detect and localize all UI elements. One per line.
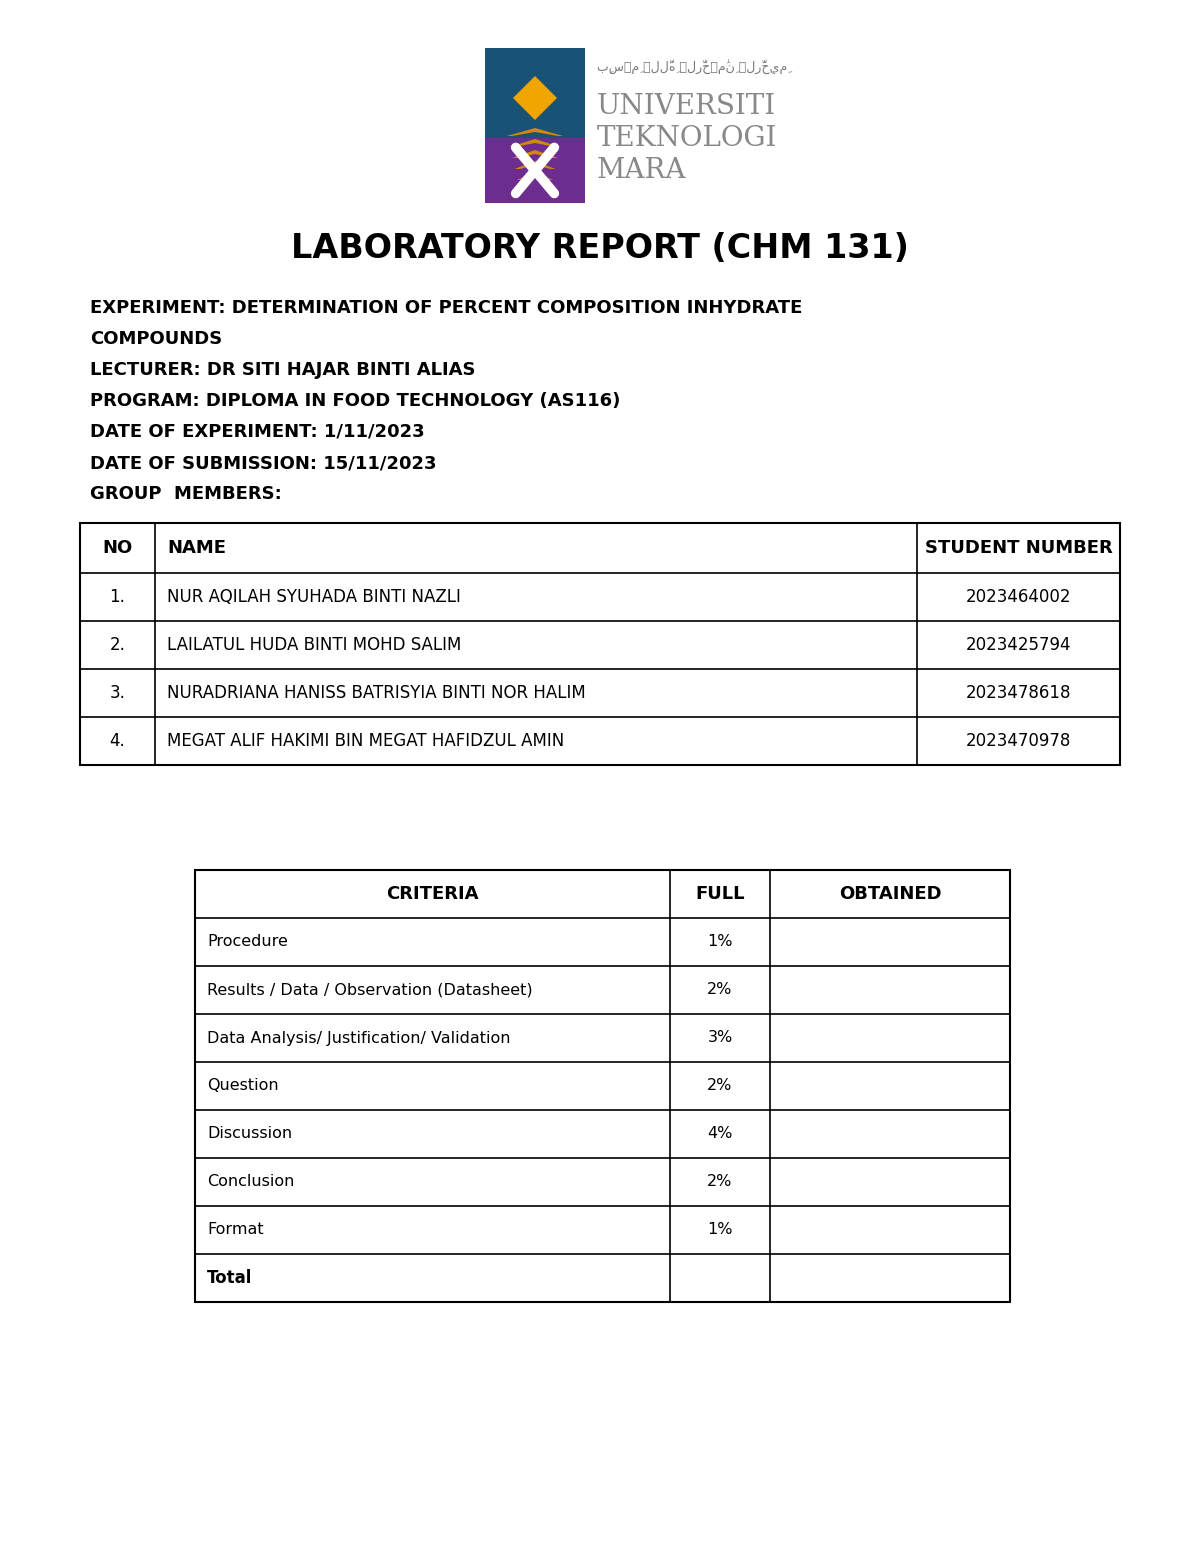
Text: 2023478618: 2023478618 [966, 683, 1072, 702]
Text: Format: Format [208, 1222, 264, 1238]
Polygon shape [514, 76, 557, 120]
Text: 2023470978: 2023470978 [966, 731, 1072, 750]
Polygon shape [512, 151, 558, 158]
Text: NUR AQILAH SYUHADA BINTI NAZLI: NUR AQILAH SYUHADA BINTI NAZLI [167, 589, 461, 606]
Text: MARA: MARA [598, 157, 686, 183]
Text: COMPOUNDS: COMPOUNDS [90, 329, 222, 348]
Text: NAME: NAME [167, 539, 226, 558]
Text: TEKNOLOGI: TEKNOLOGI [598, 124, 778, 152]
Polygon shape [510, 140, 560, 148]
Text: 2.: 2. [109, 637, 126, 654]
Text: 1%: 1% [707, 1222, 733, 1238]
Text: EXPERIMENT: DETERMINATION OF PERCENT COMPOSITION INHYDRATE: EXPERIMENT: DETERMINATION OF PERCENT COM… [90, 300, 803, 317]
Text: DATE OF EXPERIMENT: 1/11/2023: DATE OF EXPERIMENT: 1/11/2023 [90, 422, 425, 441]
Text: MEGAT ALIF HAKIMI BIN MEGAT HAFIDZUL AMIN: MEGAT ALIF HAKIMI BIN MEGAT HAFIDZUL AMI… [167, 731, 564, 750]
Text: UNIVERSITI: UNIVERSITI [598, 93, 776, 120]
Text: 2%: 2% [707, 1078, 733, 1093]
Text: 1%: 1% [707, 935, 733, 949]
Text: GROUP  MEMBERS:: GROUP MEMBERS: [90, 485, 282, 503]
Text: 4.: 4. [109, 731, 125, 750]
Text: 2023425794: 2023425794 [966, 637, 1072, 654]
Text: STUDENT NUMBER: STUDENT NUMBER [925, 539, 1112, 558]
Text: Discussion: Discussion [208, 1126, 292, 1141]
Text: PROGRAM: DIPLOMA IN FOOD TECHNOLOGY (AS116): PROGRAM: DIPLOMA IN FOOD TECHNOLOGY (AS1… [90, 391, 620, 410]
Text: 4%: 4% [707, 1126, 733, 1141]
Text: CRITERIA: CRITERIA [386, 885, 479, 902]
Text: NO: NO [102, 539, 133, 558]
Text: DATE OF SUBMISSION: 15/11/2023: DATE OF SUBMISSION: 15/11/2023 [90, 453, 437, 472]
Text: Question: Question [208, 1078, 278, 1093]
Text: FULL: FULL [695, 885, 745, 902]
Polygon shape [517, 172, 553, 180]
Text: 3.: 3. [109, 683, 126, 702]
Text: 2%: 2% [707, 983, 733, 997]
Text: LAILATUL HUDA BINTI MOHD SALIM: LAILATUL HUDA BINTI MOHD SALIM [167, 637, 461, 654]
Text: Results / Data / Observation (Datasheet): Results / Data / Observation (Datasheet) [208, 983, 533, 997]
Text: 3%: 3% [707, 1031, 733, 1045]
Text: LECTURER: DR SITI HAJAR BINTI ALIAS: LECTURER: DR SITI HAJAR BINTI ALIAS [90, 360, 475, 379]
Text: 2%: 2% [707, 1174, 733, 1190]
Text: Total: Total [208, 1269, 252, 1287]
Text: OBTAINED: OBTAINED [839, 885, 941, 902]
Polygon shape [515, 162, 556, 169]
Bar [485, 48, 586, 203]
Text: بِسۡمِ ٱللَّهِ ٱلرَّحۡمَٰنِ ٱلرَّحِيمِ: بِسۡمِ ٱللَّهِ ٱلرَّحۡمَٰنِ ٱلرَّحِيمِ [598, 59, 787, 73]
Bar [80, 523, 1120, 766]
Text: Data Analysis/ Justification/ Validation: Data Analysis/ Justification/ Validation [208, 1031, 510, 1045]
Text: NURADRIANA HANISS BATRISYIA BINTI NOR HALIM: NURADRIANA HANISS BATRISYIA BINTI NOR HA… [167, 683, 586, 702]
Text: Procedure: Procedure [208, 935, 288, 949]
Text: Conclusion: Conclusion [208, 1174, 294, 1190]
Text: 2023464002: 2023464002 [966, 589, 1072, 606]
Text: LABORATORY REPORT (CHM 131): LABORATORY REPORT (CHM 131) [292, 231, 908, 264]
Polygon shape [508, 127, 563, 137]
Bar [485, 138, 586, 203]
Bar [194, 870, 1010, 1301]
Text: 1.: 1. [109, 589, 126, 606]
